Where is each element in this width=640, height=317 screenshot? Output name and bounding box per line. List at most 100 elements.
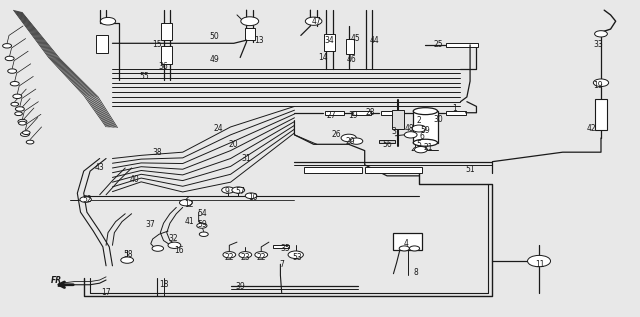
Circle shape xyxy=(20,132,29,136)
Circle shape xyxy=(255,252,268,258)
Text: 23: 23 xyxy=(241,253,250,262)
Circle shape xyxy=(399,246,410,251)
Text: 29: 29 xyxy=(346,137,355,146)
Circle shape xyxy=(223,252,236,258)
Text: 21: 21 xyxy=(424,143,433,152)
Bar xyxy=(447,111,466,115)
Bar xyxy=(161,47,173,64)
Text: 28: 28 xyxy=(365,108,374,117)
Text: 46: 46 xyxy=(347,55,357,64)
Text: 1: 1 xyxy=(452,104,456,113)
Circle shape xyxy=(8,69,17,73)
Circle shape xyxy=(13,94,22,99)
Text: 54: 54 xyxy=(197,209,207,218)
Text: 19: 19 xyxy=(593,81,603,90)
Text: 32: 32 xyxy=(168,235,178,243)
Text: 4: 4 xyxy=(404,239,409,248)
Circle shape xyxy=(15,107,24,111)
Text: 59: 59 xyxy=(420,126,430,135)
Bar xyxy=(394,233,422,250)
Text: 33: 33 xyxy=(593,40,603,49)
Text: 57: 57 xyxy=(236,187,245,196)
Bar xyxy=(381,111,400,115)
Text: 56: 56 xyxy=(382,140,392,149)
Text: 22: 22 xyxy=(257,253,266,262)
Text: 48: 48 xyxy=(404,124,414,133)
Circle shape xyxy=(404,132,417,138)
Text: 22: 22 xyxy=(225,253,234,262)
Text: 18: 18 xyxy=(159,280,168,289)
Text: 36: 36 xyxy=(159,62,168,71)
Text: 50: 50 xyxy=(210,32,220,42)
Text: 26: 26 xyxy=(331,130,340,139)
Text: 11: 11 xyxy=(536,260,545,269)
Text: 15: 15 xyxy=(152,40,162,49)
Text: 34: 34 xyxy=(324,36,335,45)
Text: 13: 13 xyxy=(255,36,264,45)
Text: 14: 14 xyxy=(318,53,328,62)
Circle shape xyxy=(26,140,34,144)
Ellipse shape xyxy=(413,108,438,115)
Text: 5: 5 xyxy=(417,140,421,149)
Circle shape xyxy=(241,17,259,26)
Text: 6: 6 xyxy=(420,132,424,141)
Circle shape xyxy=(121,257,134,263)
Text: 39: 39 xyxy=(236,282,245,291)
Circle shape xyxy=(10,81,19,86)
Text: 35: 35 xyxy=(280,244,290,253)
Text: 24: 24 xyxy=(213,124,223,133)
Text: 27: 27 xyxy=(326,111,336,120)
Bar xyxy=(244,28,255,40)
Circle shape xyxy=(415,146,428,153)
Circle shape xyxy=(3,44,12,48)
Text: 58: 58 xyxy=(124,250,133,259)
Circle shape xyxy=(179,199,192,206)
Text: 16: 16 xyxy=(175,246,184,255)
Text: 38: 38 xyxy=(152,148,162,157)
Ellipse shape xyxy=(413,139,438,146)
Circle shape xyxy=(15,112,22,116)
Circle shape xyxy=(168,242,180,249)
Circle shape xyxy=(199,232,208,236)
Text: 49: 49 xyxy=(210,55,220,64)
Circle shape xyxy=(239,252,252,258)
Text: 41: 41 xyxy=(184,217,194,226)
Text: 30: 30 xyxy=(433,114,443,124)
Text: 53: 53 xyxy=(292,253,303,262)
Circle shape xyxy=(80,197,92,202)
Text: 19: 19 xyxy=(348,111,358,120)
Bar xyxy=(446,43,477,48)
Bar xyxy=(273,245,289,249)
Text: 51: 51 xyxy=(465,165,475,174)
Text: 25: 25 xyxy=(433,40,443,49)
Text: 59: 59 xyxy=(197,220,207,229)
Bar xyxy=(325,111,344,115)
Text: 12: 12 xyxy=(184,200,194,209)
Circle shape xyxy=(595,31,607,37)
Text: 31: 31 xyxy=(242,154,252,163)
Circle shape xyxy=(19,121,26,125)
Bar xyxy=(380,139,396,143)
Text: FR.: FR. xyxy=(51,276,65,285)
Circle shape xyxy=(412,125,426,132)
Circle shape xyxy=(593,79,609,87)
Text: 45: 45 xyxy=(350,34,360,43)
Circle shape xyxy=(527,256,550,267)
Text: 44: 44 xyxy=(369,36,379,45)
Circle shape xyxy=(22,131,30,134)
Circle shape xyxy=(245,193,257,198)
Text: 17: 17 xyxy=(101,288,111,297)
Bar xyxy=(346,39,355,54)
Text: 47: 47 xyxy=(312,17,322,26)
Text: 43: 43 xyxy=(95,164,104,172)
Text: 20: 20 xyxy=(229,140,239,149)
Text: 10: 10 xyxy=(248,193,258,203)
Bar xyxy=(415,141,425,147)
Circle shape xyxy=(341,134,356,142)
Circle shape xyxy=(350,138,363,144)
Text: 3: 3 xyxy=(391,127,396,136)
Text: 9: 9 xyxy=(225,187,230,196)
Bar xyxy=(392,110,404,128)
Circle shape xyxy=(232,187,244,193)
Bar xyxy=(413,111,438,143)
